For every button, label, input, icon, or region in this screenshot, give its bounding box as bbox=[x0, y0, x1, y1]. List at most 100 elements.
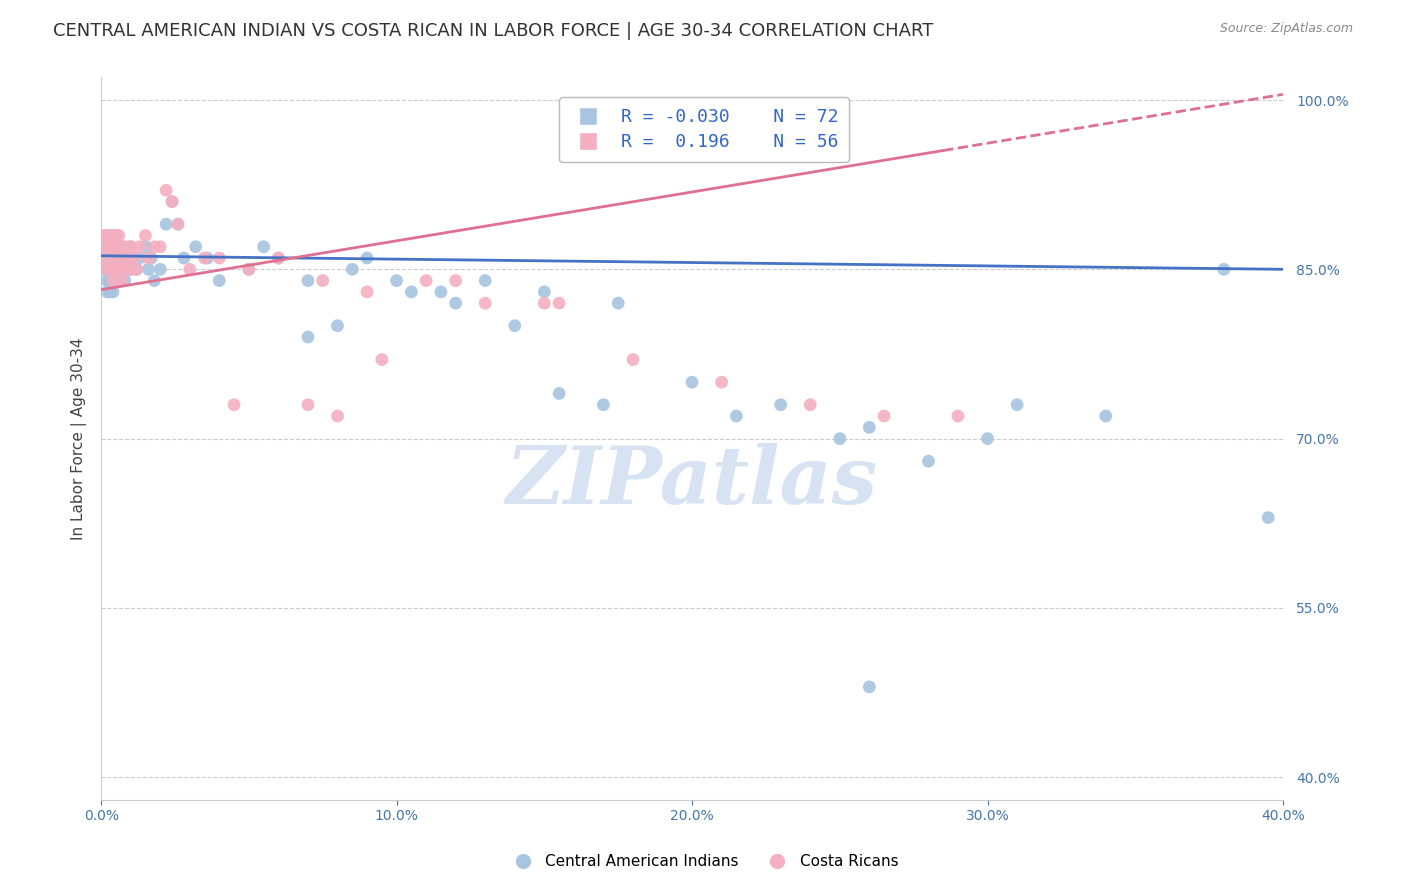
Point bbox=[114, 251, 136, 265]
Point bbox=[173, 251, 195, 265]
Point bbox=[128, 251, 150, 265]
Point bbox=[179, 262, 201, 277]
Point bbox=[548, 296, 571, 310]
Point bbox=[1257, 510, 1279, 524]
Point bbox=[98, 240, 121, 254]
Point bbox=[208, 251, 231, 265]
Point bbox=[444, 296, 467, 310]
Point bbox=[710, 375, 733, 389]
Point bbox=[401, 285, 423, 299]
Point bbox=[104, 240, 127, 254]
Point bbox=[138, 262, 160, 277]
Point bbox=[96, 240, 118, 254]
Point bbox=[104, 262, 127, 277]
Point bbox=[125, 262, 148, 277]
Point bbox=[371, 352, 394, 367]
Point bbox=[474, 296, 496, 310]
Point bbox=[1094, 409, 1116, 423]
Point bbox=[93, 262, 115, 277]
Point bbox=[160, 194, 183, 209]
Point bbox=[101, 285, 124, 299]
Point bbox=[342, 262, 364, 277]
Point bbox=[1212, 262, 1234, 277]
Point bbox=[96, 228, 118, 243]
Point bbox=[267, 251, 290, 265]
Point bbox=[101, 240, 124, 254]
Point bbox=[134, 228, 156, 243]
Point bbox=[104, 274, 127, 288]
Point bbox=[114, 274, 136, 288]
Point bbox=[503, 318, 526, 333]
Point bbox=[96, 240, 118, 254]
Point bbox=[474, 274, 496, 288]
Point bbox=[138, 251, 160, 265]
Legend: Central American Indians, Costa Ricans: Central American Indians, Costa Ricans bbox=[501, 848, 905, 875]
Point bbox=[114, 240, 136, 254]
Point bbox=[108, 262, 131, 277]
Point bbox=[98, 262, 121, 277]
Point bbox=[828, 432, 851, 446]
Point bbox=[96, 251, 118, 265]
Point bbox=[621, 352, 644, 367]
Point bbox=[533, 285, 555, 299]
Point bbox=[143, 274, 166, 288]
Text: ZIPatlas: ZIPatlas bbox=[506, 443, 879, 521]
Point bbox=[98, 240, 121, 254]
Point bbox=[117, 262, 139, 277]
Point bbox=[167, 217, 190, 231]
Point bbox=[128, 240, 150, 254]
Point bbox=[120, 262, 142, 277]
Point bbox=[149, 262, 172, 277]
Point bbox=[155, 217, 177, 231]
Point bbox=[208, 274, 231, 288]
Legend: R = -0.030    N = 72, R =  0.196    N = 56: R = -0.030 N = 72, R = 0.196 N = 56 bbox=[560, 97, 849, 162]
Point bbox=[184, 240, 207, 254]
Point bbox=[297, 274, 319, 288]
Point bbox=[430, 285, 453, 299]
Point bbox=[101, 274, 124, 288]
Point bbox=[93, 240, 115, 254]
Point bbox=[98, 251, 121, 265]
Point bbox=[98, 274, 121, 288]
Point bbox=[799, 398, 821, 412]
Point bbox=[93, 228, 115, 243]
Point bbox=[104, 251, 127, 265]
Point bbox=[197, 251, 219, 265]
Point bbox=[104, 228, 127, 243]
Point bbox=[193, 251, 215, 265]
Point bbox=[167, 217, 190, 231]
Point bbox=[592, 398, 614, 412]
Point bbox=[858, 420, 880, 434]
Point bbox=[101, 228, 124, 243]
Point bbox=[149, 240, 172, 254]
Point bbox=[108, 228, 131, 243]
Point bbox=[120, 240, 142, 254]
Text: Source: ZipAtlas.com: Source: ZipAtlas.com bbox=[1219, 22, 1353, 36]
Point bbox=[326, 318, 349, 333]
Point bbox=[873, 409, 896, 423]
Point bbox=[356, 251, 378, 265]
Point bbox=[253, 240, 276, 254]
Point bbox=[858, 680, 880, 694]
Point bbox=[122, 251, 145, 265]
Point bbox=[108, 240, 131, 254]
Point bbox=[267, 251, 290, 265]
Point bbox=[533, 296, 555, 310]
Point bbox=[104, 240, 127, 254]
Point bbox=[946, 409, 969, 423]
Point bbox=[120, 240, 142, 254]
Point bbox=[1005, 398, 1028, 412]
Point bbox=[125, 262, 148, 277]
Point bbox=[122, 251, 145, 265]
Point bbox=[93, 251, 115, 265]
Point bbox=[548, 386, 571, 401]
Point bbox=[356, 285, 378, 299]
Point bbox=[134, 240, 156, 254]
Point bbox=[101, 262, 124, 277]
Point bbox=[160, 194, 183, 209]
Point bbox=[114, 262, 136, 277]
Point bbox=[297, 330, 319, 344]
Point bbox=[976, 432, 998, 446]
Point bbox=[238, 262, 260, 277]
Point bbox=[108, 240, 131, 254]
